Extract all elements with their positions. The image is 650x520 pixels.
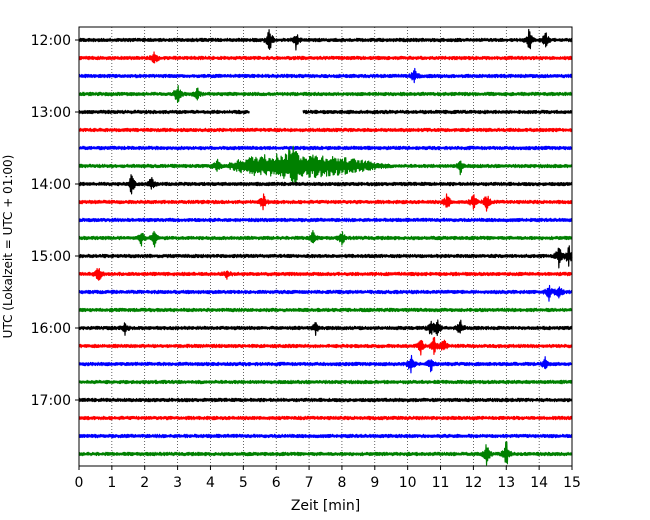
seismic-trace (78, 354, 573, 374)
seismic-trace (78, 336, 573, 356)
x-tick-label: 10 (399, 475, 417, 491)
seismic-trace (78, 397, 573, 403)
plot-frame (78, 26, 573, 467)
y-tick-label: 17:00 (31, 393, 71, 409)
x-tick-label: 2 (140, 475, 149, 491)
x-tick-label: 7 (305, 475, 314, 491)
y-tick-label: 15:00 (31, 249, 71, 265)
seismic-trace (78, 267, 573, 281)
x-axis: 0 1 2 3 4 5 6 7 8 9 10 11 12 13 14 15 (75, 466, 581, 491)
x-tick-label: 13 (497, 475, 515, 491)
x-grid (111, 27, 540, 466)
y-tick-label: 13:00 (31, 105, 71, 121)
seismic-trace (78, 28, 573, 51)
y-tick-label: 14:00 (31, 177, 71, 193)
x-tick-label: 9 (370, 475, 379, 491)
x-axis-label: Zeit [min] (291, 498, 360, 514)
y-axis-label: UTC (Lokalzeit = UTC + 01:00) (1, 155, 15, 339)
seismic-trace (78, 193, 573, 212)
seismic-trace (78, 433, 573, 439)
seismic-trace (78, 109, 573, 115)
x-tick-label: 15 (563, 475, 581, 491)
trace-group (78, 28, 573, 466)
seismic-trace (78, 441, 573, 466)
seismic-trace (78, 230, 573, 248)
x-tick-label: 14 (530, 475, 548, 491)
seismic-trace (78, 284, 573, 302)
x-tick-label: 1 (107, 475, 116, 491)
seismic-trace (78, 84, 573, 104)
seismic-trace (78, 174, 573, 195)
x-tick-label: 6 (272, 475, 281, 491)
y-tick-label: 16:00 (31, 321, 71, 337)
y-tick-label: 12:00 (31, 33, 71, 49)
seismic-trace (78, 319, 573, 337)
seismic-trace (78, 217, 573, 223)
x-tick-label: 4 (206, 475, 215, 491)
seismic-trace (78, 127, 573, 133)
y-axis: 12:00 13:00 14:00 15:00 16:00 17:00 (31, 33, 79, 409)
seismic-trace (78, 379, 573, 385)
x-tick-label: 12 (464, 475, 482, 491)
seismic-trace (78, 307, 573, 313)
x-tick-label: 11 (432, 475, 450, 491)
x-tick-label: 8 (337, 475, 346, 491)
seismic-trace (78, 67, 573, 84)
seismic-trace (78, 145, 573, 186)
seismic-trace (78, 145, 573, 151)
x-tick-label: 5 (239, 475, 248, 491)
x-tick-label: 3 (173, 475, 182, 491)
seismic-trace (78, 415, 573, 421)
seismic-trace (78, 245, 573, 269)
x-tick-label: 0 (75, 475, 84, 491)
seismic-trace (78, 51, 573, 64)
